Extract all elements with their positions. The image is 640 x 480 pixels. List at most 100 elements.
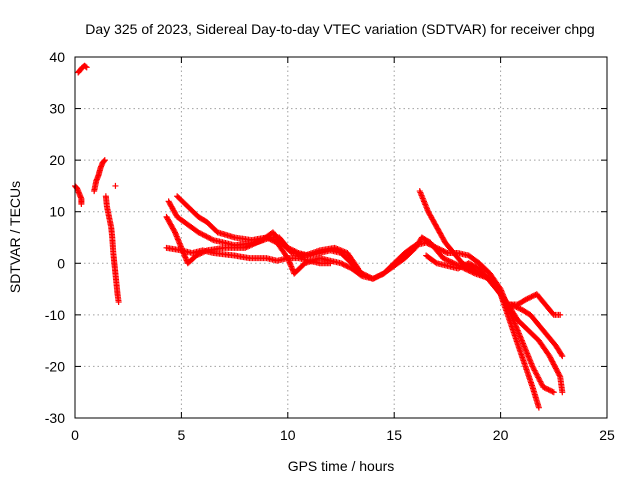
y-tick-label: 20 [49,152,65,168]
data-point [509,302,516,309]
data-point [198,249,205,256]
data-point [101,158,108,165]
y-tick-label: 40 [49,49,65,65]
data-point [461,262,468,269]
data-point [270,237,277,244]
series-arc-5 [112,182,119,189]
data-point [443,249,450,256]
data-point [440,248,447,255]
data-point [508,301,515,308]
data-point [373,273,380,280]
x-tick-label: 5 [178,427,186,443]
data-point [545,386,552,393]
series-arc-9 [163,213,362,272]
data-point [267,236,274,243]
y-tick-label: -10 [45,307,65,323]
chart-title: Day 325 of 2023, Sidereal Day-to-day VTE… [85,21,594,37]
data-point [456,264,463,271]
data-point [514,304,521,311]
data-point [372,274,379,281]
data-point [455,265,462,272]
y-tick-label: 0 [57,255,65,271]
data-point [556,372,563,379]
data-point [513,304,520,311]
data-point [354,264,361,271]
series-arc-12 [508,301,566,360]
x-tick-label: 10 [280,427,296,443]
x-tick-label: 15 [386,427,402,443]
data-point [463,261,470,268]
data-point [201,248,208,255]
data-point [371,275,378,282]
data-point [546,387,553,394]
data-point [341,262,348,269]
y-tick-label: 30 [49,101,65,117]
data-point [535,404,542,411]
data-point [268,237,275,244]
data-point [469,262,476,269]
data-point [112,182,119,189]
data-point [199,249,206,256]
data-point [344,263,351,270]
data-point [516,305,523,312]
data-point [340,261,347,268]
data-point [377,271,384,278]
data-point [471,262,477,269]
data-point [445,257,452,264]
data-point [558,351,565,358]
data-point [327,260,334,267]
x-tick-label: 20 [493,427,509,443]
data-point [457,264,464,271]
data-point [541,384,548,391]
data-point [446,258,453,265]
series-arc-2 [72,182,85,207]
data-point [194,251,201,258]
data-point [444,257,451,264]
data-point [542,385,549,392]
series-arc-11 [423,252,566,396]
data-point [82,63,89,70]
data-point [78,200,85,207]
data-point [559,389,566,396]
data-point [473,264,480,271]
y-tick-label: 10 [49,204,65,220]
data-point [512,303,519,310]
x-tick-label: 0 [71,427,79,443]
data-point [338,260,344,267]
data-point [441,248,448,255]
data-point [540,384,547,391]
data-point [557,311,564,318]
series-arc-1 [75,62,90,76]
data-point [465,260,472,267]
data-point [548,387,555,394]
data-point [459,263,466,270]
data-point [202,248,209,255]
data-point [358,272,365,279]
data-point [472,263,479,270]
data-point [441,255,448,262]
data-point [448,258,455,265]
data-point [101,157,108,164]
data-point [442,256,449,263]
data-point [171,228,178,235]
data-point [345,264,352,271]
x-axis-label: GPS time / hours [288,458,395,474]
data-point [524,295,531,302]
data-point [467,260,474,267]
data-point [197,250,204,257]
y-axis-label: SDTVAR / TECUs [7,181,23,293]
data-point [195,251,202,258]
data-point [525,295,532,302]
data-point [527,294,534,301]
y-tick-label: -20 [45,358,65,374]
data-point [468,261,475,268]
series-arc-8 [163,244,334,267]
series-arc-4 [102,193,122,305]
data-point [375,273,382,280]
y-tick-label: -30 [45,410,65,426]
series-arc-3 [91,157,108,195]
data-point [460,262,467,269]
data-point [115,298,122,305]
data-points [72,62,566,411]
